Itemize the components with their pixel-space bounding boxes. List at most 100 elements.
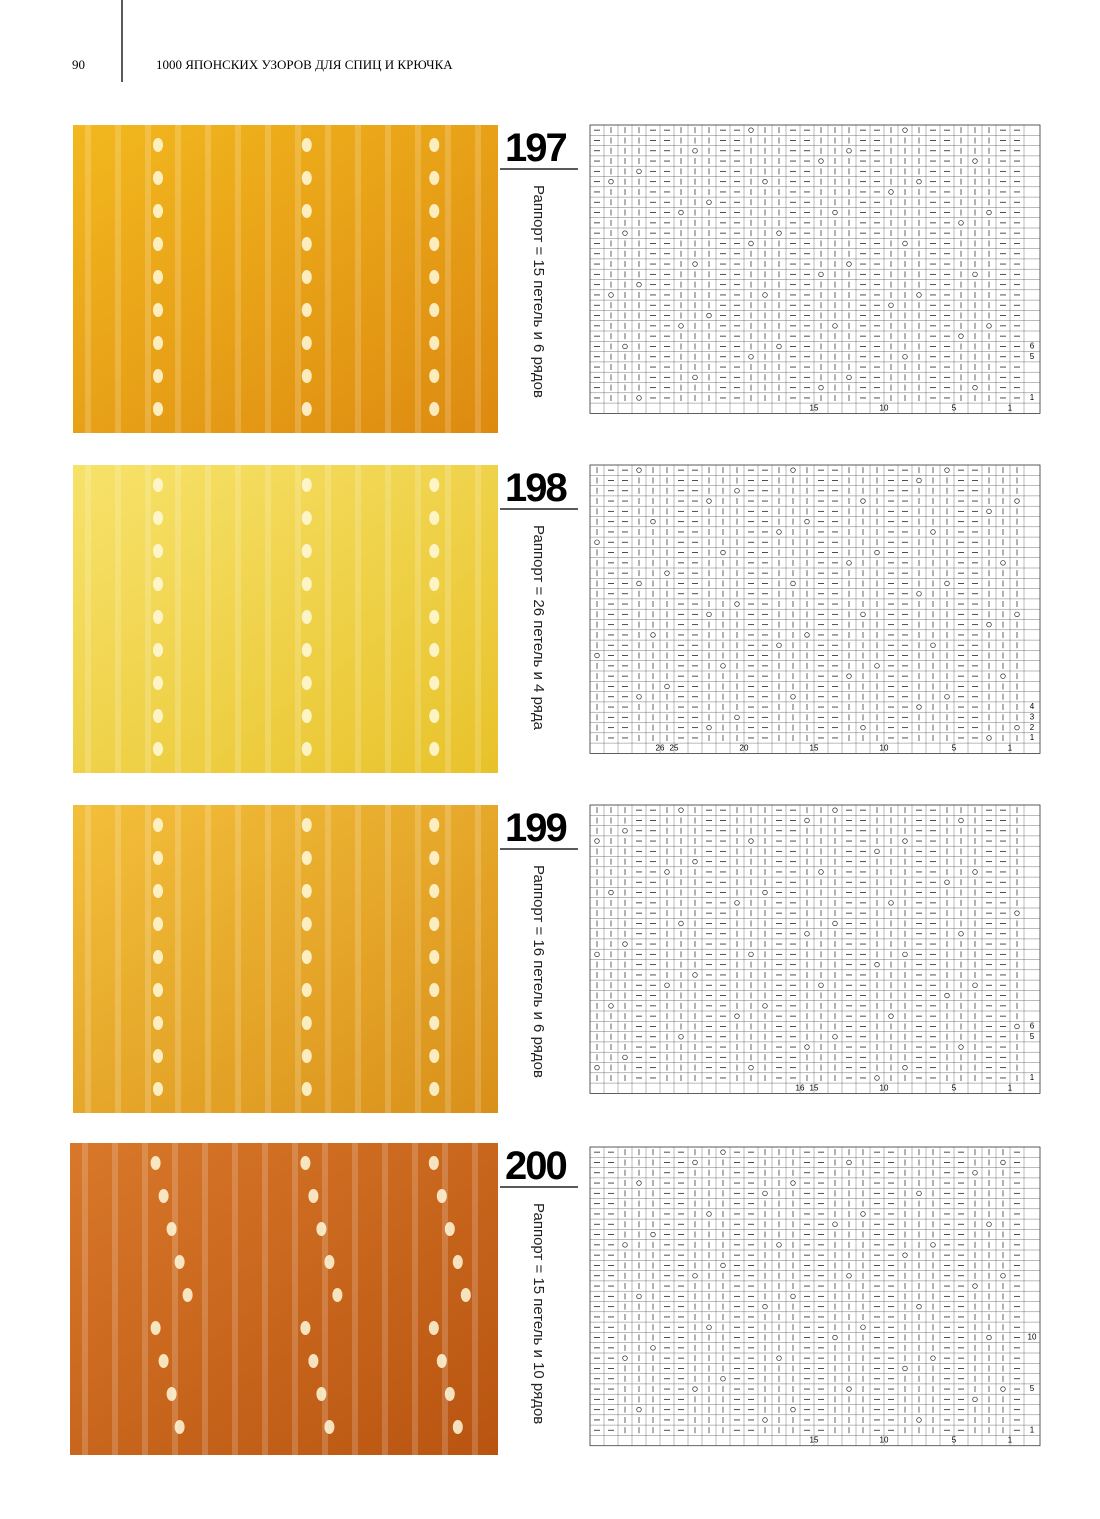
yo-symbol	[944, 992, 950, 999]
eyelet	[301, 171, 312, 185]
eyelet	[300, 1156, 311, 1170]
yo-symbol	[846, 1159, 852, 1166]
eyelet	[158, 1189, 169, 1203]
yo-symbol	[1014, 1023, 1020, 1030]
row-number: 2	[1030, 723, 1035, 732]
yo-symbol	[818, 869, 824, 875]
eyelet	[301, 851, 312, 865]
yo-symbol	[734, 1013, 740, 1019]
eyelet	[444, 1222, 455, 1236]
eyelet	[316, 1222, 327, 1236]
eyelet	[429, 851, 440, 865]
eyelet	[301, 983, 312, 997]
yo-symbol	[804, 519, 810, 525]
yo-symbol	[860, 1324, 866, 1330]
yo-symbol	[720, 663, 726, 669]
eyelet	[460, 1288, 471, 1302]
eyelet	[301, 544, 312, 558]
eyelet	[153, 1082, 163, 1096]
eyelet	[150, 1156, 161, 1170]
swatch-photo	[73, 465, 498, 773]
yo-symbol	[720, 1149, 726, 1155]
eyelet	[153, 138, 163, 152]
yo-symbol	[888, 189, 894, 195]
swatch-photo	[73, 125, 498, 433]
row-number: 1	[1030, 1425, 1035, 1434]
yo-symbol	[692, 859, 698, 865]
yo-symbol	[804, 817, 810, 824]
yo-symbol	[720, 549, 726, 556]
yo-symbol	[874, 549, 880, 556]
yo-symbol	[622, 1355, 628, 1361]
yo-symbol	[678, 323, 684, 329]
yo-symbol	[790, 1293, 796, 1299]
eyelet	[301, 884, 312, 898]
eyelet	[301, 1016, 312, 1030]
eyelet	[429, 1082, 440, 1096]
column-number: 15	[810, 1436, 819, 1445]
yo-symbol	[874, 962, 880, 968]
yo-symbol	[916, 1190, 922, 1196]
yo-symbol	[888, 1013, 894, 1019]
eyelet	[429, 369, 440, 383]
swatch-photo	[73, 805, 498, 1113]
yo-symbol	[874, 663, 880, 669]
yo-symbol	[930, 529, 936, 535]
yo-symbol	[678, 209, 684, 216]
eyelet	[324, 1420, 335, 1434]
yo-symbol	[594, 838, 600, 844]
yo-symbol	[902, 1365, 908, 1372]
yo-symbol	[1014, 725, 1020, 731]
yo-symbol	[706, 498, 712, 504]
yo-symbol	[958, 333, 964, 339]
yo-symbol	[972, 1396, 978, 1402]
eyelet	[429, 511, 440, 525]
eyelet	[301, 577, 312, 591]
yo-symbol	[650, 1231, 656, 1238]
rapport-caption: Раппорт = 26 петель и 4 ряда	[530, 525, 547, 731]
eyelet	[301, 369, 312, 383]
yo-symbol	[902, 354, 908, 360]
yo-symbol	[762, 1003, 768, 1009]
yo-symbol	[902, 127, 908, 133]
column-number: 5	[952, 743, 957, 752]
eyelet	[301, 303, 312, 317]
yo-symbol	[748, 240, 754, 247]
eyelet	[182, 1288, 193, 1302]
yo-symbol	[650, 1345, 656, 1351]
yo-symbol	[958, 220, 964, 226]
row-number: 1	[1030, 1073, 1035, 1082]
eyelet	[429, 818, 440, 832]
eyelet	[301, 1049, 312, 1063]
eyelet	[316, 1387, 327, 1401]
yo-symbol	[986, 209, 992, 216]
yo-symbol	[636, 580, 642, 587]
row-number: 1	[1030, 393, 1035, 402]
column-number: 1	[1008, 1083, 1013, 1092]
eyelet	[301, 610, 312, 624]
yo-symbol	[748, 127, 754, 133]
yo-symbol	[622, 1242, 628, 1248]
yo-symbol	[594, 652, 600, 659]
yo-symbol	[930, 1355, 936, 1361]
eyelet	[429, 171, 440, 185]
eyelet	[153, 610, 163, 624]
eyelet	[429, 884, 440, 898]
eyelet	[452, 1255, 463, 1269]
rapport-caption: Раппорт = 15 петель и 6 рядов	[530, 185, 547, 398]
yo-symbol	[608, 178, 614, 185]
eyelet	[301, 709, 312, 723]
yo-symbol	[958, 817, 964, 824]
eyelet	[153, 336, 163, 350]
yo-symbol	[664, 869, 670, 875]
yo-symbol	[902, 1064, 908, 1071]
yo-symbol	[1000, 673, 1006, 679]
eyelet	[429, 336, 440, 350]
yo-symbol	[972, 982, 978, 988]
eyelet	[153, 983, 163, 997]
yo-symbol	[944, 467, 950, 473]
yo-symbol	[916, 178, 922, 185]
eyelet	[158, 1354, 169, 1368]
eyelet	[301, 270, 312, 284]
yo-symbol	[608, 889, 614, 896]
